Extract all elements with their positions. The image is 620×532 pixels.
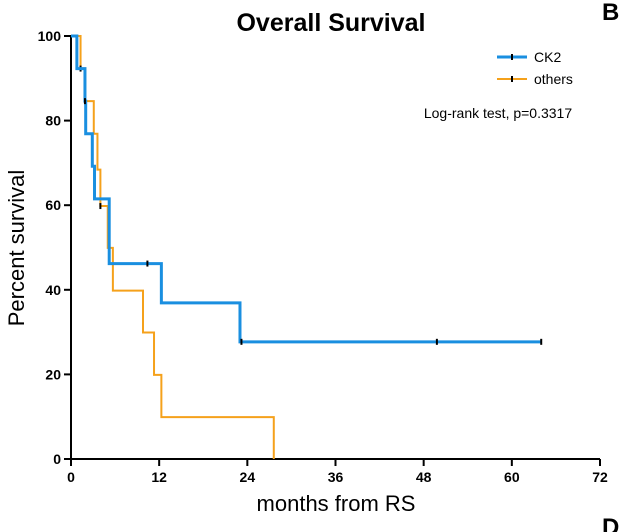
- legend: CK2 others: [497, 49, 573, 87]
- y-tick-label: 80: [45, 113, 61, 129]
- x-tick-label: 60: [504, 469, 520, 485]
- y-tick-label: 60: [45, 197, 61, 213]
- x-tick-label: 12: [151, 469, 167, 485]
- axes: 0 12 24 36 48 60 72 0 20 40 60 80 100: [38, 28, 608, 485]
- chart-title: Overall Survival: [236, 9, 425, 37]
- x-tick-label: 48: [416, 469, 432, 485]
- y-tick-label: 100: [38, 28, 62, 44]
- y-axis-label: Percent survival: [4, 170, 29, 327]
- x-tick-label: 36: [328, 469, 344, 485]
- x-axis-label: months from RS: [257, 491, 416, 516]
- y-tick-label: 20: [45, 366, 61, 382]
- x-tick-label: 0: [67, 469, 75, 485]
- legend-label-ck2: CK2: [534, 49, 561, 65]
- series-line-ck2: [71, 34, 542, 344]
- y-tick-label: 40: [45, 282, 61, 298]
- series-line-others: [71, 35, 275, 459]
- logrank-annotation: Log-rank test, p=0.3317: [424, 105, 572, 121]
- series-layer: [71, 34, 543, 459]
- panel-letter-b: B: [602, 0, 619, 26]
- x-tick-label: 72: [592, 469, 608, 485]
- y-tick-label: 0: [53, 451, 61, 467]
- legend-label-others: others: [534, 71, 573, 87]
- panel-letter-d: D: [602, 514, 619, 532]
- x-tick-label: 24: [240, 469, 256, 485]
